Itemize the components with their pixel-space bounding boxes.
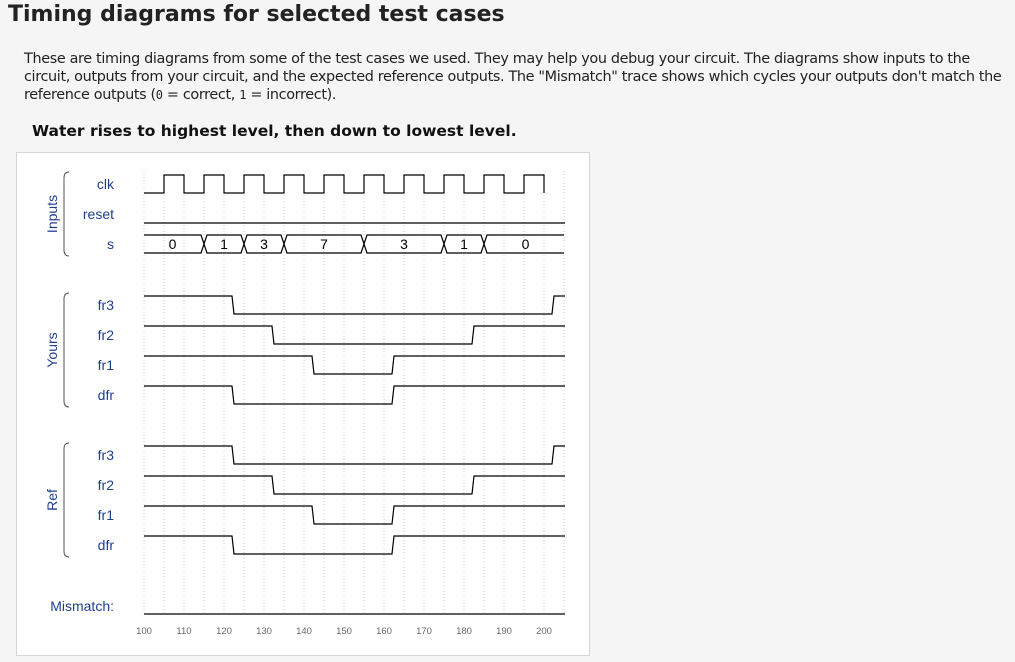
wave-s-segment <box>443 234 485 254</box>
signal-label-fr3: fr3 <box>98 447 115 463</box>
signal-label-fr2: fr2 <box>98 477 115 493</box>
intro-text-1: These are timing diagrams from some of t… <box>24 51 1002 103</box>
mismatch-label: Mismatch: <box>50 598 114 614</box>
wave-clk <box>144 174 545 194</box>
intro-paragraph: These are timing diagrams from some of t… <box>24 50 1012 104</box>
wave-s-segment <box>483 234 564 254</box>
wave-yours-fr2 <box>144 325 565 345</box>
wave-yours-dfr <box>144 385 565 405</box>
time-tick-label: 140 <box>296 626 312 637</box>
waveforms: 0 1 3 7 3 1 0 <box>144 174 565 615</box>
wave-ref-fr1 <box>144 505 565 525</box>
grid-lines <box>143 171 565 615</box>
signal-label-fr1: fr1 <box>98 507 115 523</box>
time-tick-label: 130 <box>256 626 272 637</box>
timing-diagram: Inputs Yours Ref clk reset s fr3 fr2 fr1 dfr fr3 fr… <box>16 152 590 656</box>
wave-yours-fr1 <box>144 355 565 375</box>
intro-text-2: = correct, <box>162 87 240 103</box>
wave-s-segment <box>203 234 245 254</box>
signal-label-s: s <box>107 236 114 252</box>
wave-s-segment <box>144 234 205 254</box>
signal-label-fr2: fr2 <box>98 327 115 343</box>
intro-zero-code: 0 <box>155 88 163 102</box>
time-tick-label: 160 <box>376 626 392 637</box>
wave-ref-fr2 <box>144 475 565 495</box>
time-tick-label: 100 <box>136 626 152 637</box>
time-tick-label: 110 <box>176 626 191 637</box>
bus-value-label: 1 <box>460 236 468 252</box>
time-tick-label: 170 <box>416 626 432 637</box>
bus-value-label: 3 <box>400 236 408 252</box>
group-bracket <box>63 442 70 558</box>
intro-text-3: = incorrect). <box>246 87 337 103</box>
time-tick-label: 190 <box>496 626 512 637</box>
wave-s-segment <box>363 234 445 254</box>
time-tick-label: 200 <box>536 626 552 637</box>
signal-label-fr3: fr3 <box>98 297 115 313</box>
wave-ref-dfr <box>144 535 565 555</box>
signal-label-fr1: fr1 <box>98 357 115 373</box>
group-bracket <box>63 171 70 257</box>
signal-label-dfr: dfr <box>98 537 115 553</box>
test-case-title: Water rises to highest level, then down … <box>32 122 517 140</box>
bus-value-label: 3 <box>260 236 268 252</box>
wave-ref-fr3 <box>144 445 565 465</box>
wave-s-segment <box>243 234 285 254</box>
wave-yours-fr3 <box>144 295 565 315</box>
group-label-inputs: Inputs <box>44 195 60 233</box>
group-label-yours: Yours <box>44 332 60 367</box>
time-tick-label: 180 <box>456 626 472 637</box>
intro-one-code: 1 <box>239 88 247 102</box>
signal-labels: Inputs Yours Ref clk reset s fr3 fr2 fr1 dfr fr3 fr… <box>44 171 115 614</box>
signal-label-dfr: dfr <box>98 387 115 403</box>
group-label-ref: Ref <box>44 489 60 511</box>
time-axis: 100 110 120 130 140 150 160 170 180 190 200 <box>136 626 552 637</box>
bus-value-label: 7 <box>320 236 328 252</box>
time-tick-label: 120 <box>216 626 232 637</box>
wave-s-segment <box>283 234 365 254</box>
timing-diagram-svg: Inputs Yours Ref clk reset s fr3 fr2 fr1 dfr fr3 fr… <box>44 171 565 637</box>
page-heading: Timing diagrams for selected test cases <box>8 2 505 27</box>
group-bracket <box>63 292 70 408</box>
time-tick-label: 150 <box>336 626 352 637</box>
bus-value-label: 0 <box>522 236 530 252</box>
bus-value-label: 0 <box>169 236 177 252</box>
signal-label-clk: clk <box>97 176 115 192</box>
signal-label-reset: reset <box>83 206 114 222</box>
bus-value-label: 1 <box>220 236 228 252</box>
